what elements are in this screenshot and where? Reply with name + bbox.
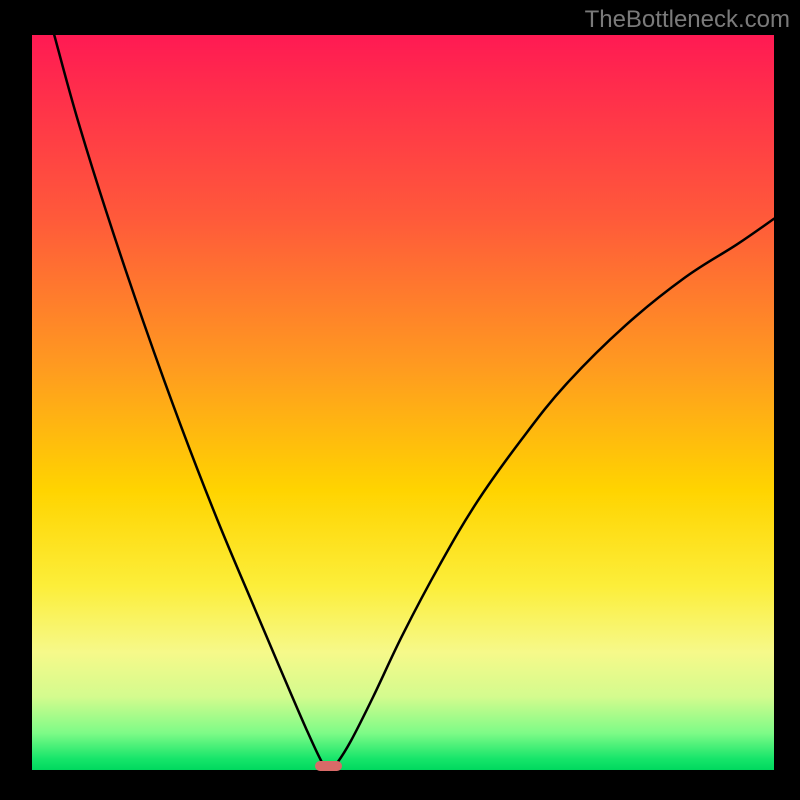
watermark-text: TheBottleneck.com [585, 6, 790, 34]
chart-frame: TheBottleneck.com [0, 0, 800, 800]
plot-area [32, 35, 774, 770]
bottleneck-curve [32, 35, 774, 770]
optimum-marker [315, 761, 342, 771]
